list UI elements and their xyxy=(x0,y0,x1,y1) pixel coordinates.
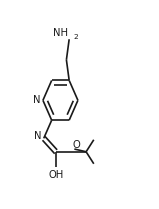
Text: O: O xyxy=(73,140,80,150)
Text: OH: OH xyxy=(48,169,64,180)
Text: NH: NH xyxy=(53,28,68,38)
Text: N: N xyxy=(34,131,42,141)
Text: N: N xyxy=(33,95,41,105)
Text: 2: 2 xyxy=(73,34,78,40)
